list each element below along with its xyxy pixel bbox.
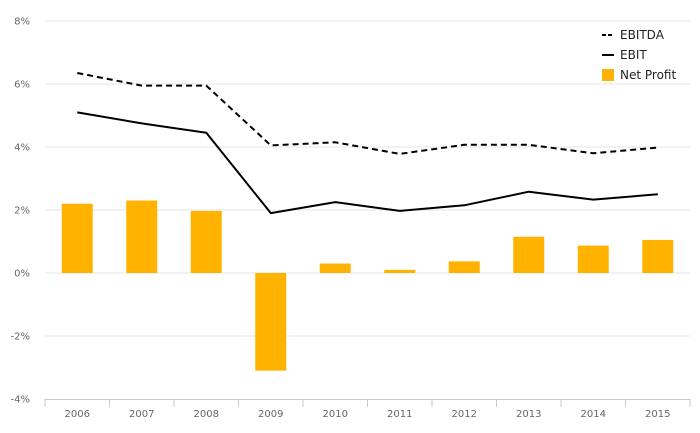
net-profit-bar: [61, 203, 93, 273]
net-profit-bar: [319, 263, 351, 273]
line-series: [77, 72, 658, 215]
net-profit-bar: [513, 236, 545, 273]
x-tick-label: 2015: [645, 409, 670, 420]
x-tick-label: 2013: [516, 409, 541, 420]
y-tick-label: -4%: [11, 395, 30, 406]
x-tick-label: 2009: [258, 409, 283, 420]
legend-label-ebit: EBIT: [620, 48, 647, 62]
net-profit-bar: [255, 273, 287, 371]
ebitda-line: [77, 72, 658, 155]
y-tick-label: 4%: [14, 143, 30, 154]
y-tick-label: 2%: [14, 206, 30, 217]
net-profit-bar: [642, 239, 674, 273]
legend-label-ebitda: EBITDA: [620, 28, 665, 42]
legend-swatch-net-profit: [602, 69, 614, 81]
y-tick-label: 6%: [14, 80, 30, 91]
x-axis: 2006 2007 2008 2009 2010 2011 2012 2013 2014 2015: [44, 399, 691, 420]
y-tick-label: 8%: [14, 17, 30, 28]
net-profit-bar: [190, 210, 222, 273]
x-tick-label: 2010: [323, 409, 348, 420]
net-profit-bar: [448, 261, 480, 273]
net-profit-bars: [61, 200, 674, 371]
y-tick-label: -2%: [11, 332, 30, 343]
x-tick-label: 2008: [194, 409, 219, 420]
x-tick-label: 2011: [387, 409, 412, 420]
x-tick-label: 2006: [65, 409, 90, 420]
x-tick-label: 2014: [581, 409, 606, 420]
net-profit-bar: [126, 200, 158, 273]
y-axis: -4% -2% 0% 2% 4% 6% 8%: [11, 17, 30, 406]
y-tick-label: 0%: [14, 269, 30, 280]
ebit-line: [77, 111, 658, 215]
legend-label-net-profit: Net Profit: [620, 68, 676, 82]
x-tick-label: 2012: [452, 409, 477, 420]
x-tick-label: 2007: [129, 409, 154, 420]
grid-lines: [45, 20, 690, 337]
net-profit-bar: [384, 269, 416, 273]
legend: EBITDA EBIT Net Profit: [602, 28, 676, 82]
net-profit-bar: [577, 245, 609, 273]
